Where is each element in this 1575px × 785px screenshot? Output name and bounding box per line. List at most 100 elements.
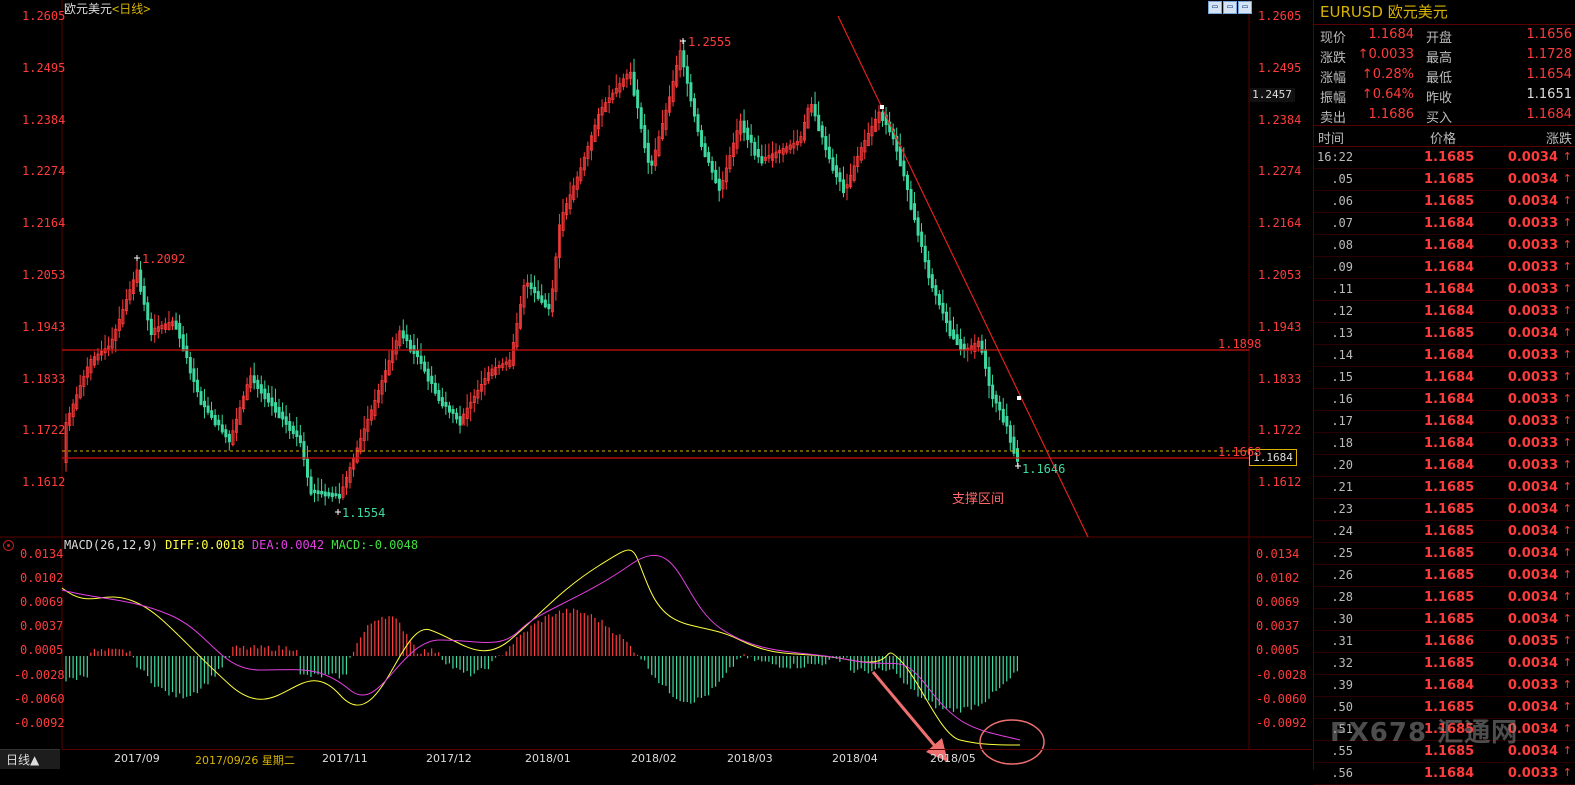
tick-price: 1.1684	[1424, 392, 1475, 407]
candle-body	[760, 156, 764, 164]
tick-row[interactable]: .31 1.1686 0.0035 ↑	[1314, 631, 1575, 653]
price-axis-label: 1.2605	[22, 9, 66, 23]
tick-row[interactable]: .18 1.1684 0.0033 ↑	[1314, 433, 1575, 455]
macd-axis-label: 0.0005	[1256, 643, 1300, 658]
tick-row[interactable]: .30 1.1685 0.0034 ↑	[1314, 609, 1575, 631]
candle-body	[227, 433, 231, 443]
arrow-up-icon: ↑	[1562, 414, 1572, 427]
tick-row[interactable]: .28 1.1685 0.0034 ↑	[1314, 587, 1575, 609]
tick-row[interactable]: .07 1.1684 0.0033 ↑	[1314, 213, 1575, 235]
tick-time: .51	[1331, 722, 1353, 736]
annotation-arrow	[871, 671, 942, 753]
candle-body	[203, 400, 207, 408]
price-axis-label: 1.2384	[22, 112, 66, 127]
tick-row[interactable]: .14 1.1684 0.0033 ↑	[1314, 345, 1575, 367]
candle-body	[387, 360, 391, 376]
tick-row[interactable]: .23 1.1685 0.0034 ↑	[1314, 499, 1575, 521]
candle-body	[976, 340, 980, 348]
tick-row[interactable]: 16:22 1.1685 0.0034 ↑	[1314, 147, 1575, 169]
tick-row[interactable]: .15 1.1684 0.0033 ↑	[1314, 367, 1575, 389]
candle-body	[653, 149, 657, 167]
chart-maximize-icon[interactable]: ▭	[1238, 1, 1252, 14]
tick-row[interactable]: .05 1.1685 0.0034 ↑	[1314, 169, 1575, 191]
candle-body	[998, 401, 1002, 411]
x-tick: 2018/01	[525, 752, 571, 765]
tick-row[interactable]: .13 1.1685 0.0034 ↑	[1314, 323, 1575, 345]
tick-row[interactable]: .51 1.1685 0.0034 ↑	[1314, 719, 1575, 741]
tick-row[interactable]: .56 1.1684 0.0033 ↑	[1314, 763, 1575, 785]
watermark-logo: FX678 汇通网	[1330, 718, 1519, 748]
quote-value: 1.1656	[1526, 27, 1573, 42]
candle-body	[618, 83, 622, 93]
trend-handle[interactable]	[880, 105, 884, 109]
tick-price: 1.1685	[1424, 546, 1475, 561]
period-selector-button[interactable]: 日线▲	[0, 749, 60, 769]
tick-row[interactable]: .26 1.1685 0.0034 ↑	[1314, 565, 1575, 587]
chart-window-buttons[interactable]: ▭ ▭ ▭	[1208, 1, 1252, 14]
tick-row[interactable]: .12 1.1684 0.0033 ↑	[1314, 301, 1575, 323]
x-tick: 2017/11	[322, 752, 368, 765]
candle-body	[526, 282, 530, 287]
candle-body	[550, 288, 554, 313]
tick-time: .30	[1331, 612, 1353, 626]
tick-row[interactable]: .16 1.1684 0.0033 ↑	[1314, 389, 1575, 411]
candle-body	[1012, 436, 1016, 454]
tick-list[interactable]: 16:22 1.1685 0.0034 ↑ .05 1.1685 0.0034 ↑…	[1314, 147, 1575, 785]
trend-handle[interactable]	[1017, 396, 1021, 400]
tick-row[interactable]: .21 1.1685 0.0034 ↑	[1314, 477, 1575, 499]
tick-row[interactable]: .39 1.1684 0.0033 ↑	[1314, 675, 1575, 697]
tick-row[interactable]: .25 1.1685 0.0034 ↑	[1314, 543, 1575, 565]
candle-body	[188, 357, 192, 374]
candle-body	[937, 293, 941, 306]
candle-body	[930, 274, 934, 289]
tick-change: 0.0034	[1507, 722, 1558, 737]
tick-change: 0.0034	[1507, 656, 1558, 671]
candle-body	[124, 299, 128, 312]
candle-body	[593, 124, 597, 142]
tick-row[interactable]: .09 1.1684 0.0033 ↑	[1314, 257, 1575, 279]
quote-value: ↑0.28%	[1361, 67, 1414, 82]
quote-label: 卖出	[1320, 111, 1347, 126]
candle-body	[82, 375, 86, 387]
candle-body	[700, 130, 704, 147]
tick-time: .05	[1331, 172, 1353, 186]
tick-time: .56	[1331, 766, 1353, 780]
quote-row: 涨幅 ↑0.28% 最低 1.1654	[1314, 65, 1575, 86]
arrow-up-icon: ↑	[1562, 590, 1572, 603]
macd-legend: MACD(26,12,9) DIFF:0.0018 DEA:0.0042 MAC…	[64, 538, 418, 552]
tick-row[interactable]: .06 1.1685 0.0034 ↑	[1314, 191, 1575, 213]
chart-layout-icon[interactable]: ▭	[1208, 1, 1222, 14]
candle-body	[735, 130, 739, 149]
chart-split-icon[interactable]: ▭	[1223, 1, 1237, 14]
chart-area[interactable]: 欧元美元<日线> ▭ ▭ ▭ 1.2457 1.1684 1.2092 1.25…	[0, 0, 1312, 770]
tick-row[interactable]: .17 1.1684 0.0033 ↑	[1314, 411, 1575, 433]
tick-row[interactable]: .08 1.1684 0.0033 ↑	[1314, 235, 1575, 257]
candle-body	[941, 302, 945, 314]
candle-body	[1001, 408, 1005, 423]
candle-body	[792, 142, 796, 149]
tick-row[interactable]: .20 1.1684 0.0033 ↑	[1314, 455, 1575, 477]
quote-label: 买入	[1426, 111, 1453, 126]
candle-body	[149, 318, 153, 336]
arrow-up-icon: ↑	[1562, 282, 1572, 295]
price-axis-label: 1.1722	[22, 423, 66, 438]
tick-change: 0.0033	[1507, 414, 1558, 429]
tick-change: 0.0033	[1507, 392, 1558, 407]
price-axis-label: 1.1833	[1258, 371, 1302, 386]
tick-row[interactable]: .32 1.1685 0.0034 ↑	[1314, 653, 1575, 675]
candle-body	[675, 64, 679, 87]
tick-price: 1.1684	[1424, 414, 1475, 429]
tick-table-header: 时间 价格 涨跌	[1314, 125, 1575, 147]
settings-icon[interactable]	[3, 540, 14, 551]
candle-body	[636, 89, 640, 109]
tick-row[interactable]: .55 1.1685 0.0034 ↑	[1314, 741, 1575, 763]
tick-row[interactable]: .50 1.1685 0.0034 ↑	[1314, 697, 1575, 719]
quote-title: EURUSD 欧元美元	[1314, 0, 1575, 25]
candle-body	[558, 224, 562, 258]
quote-value: 1.1654	[1526, 67, 1573, 82]
resistance-level-label: 1.1898	[1218, 337, 1262, 351]
candlestick-chart[interactable]	[0, 0, 1312, 770]
candle-body	[68, 412, 72, 426]
tick-row[interactable]: .24 1.1685 0.0034 ↑	[1314, 521, 1575, 543]
tick-row[interactable]: .11 1.1684 0.0033 ↑	[1314, 279, 1575, 301]
